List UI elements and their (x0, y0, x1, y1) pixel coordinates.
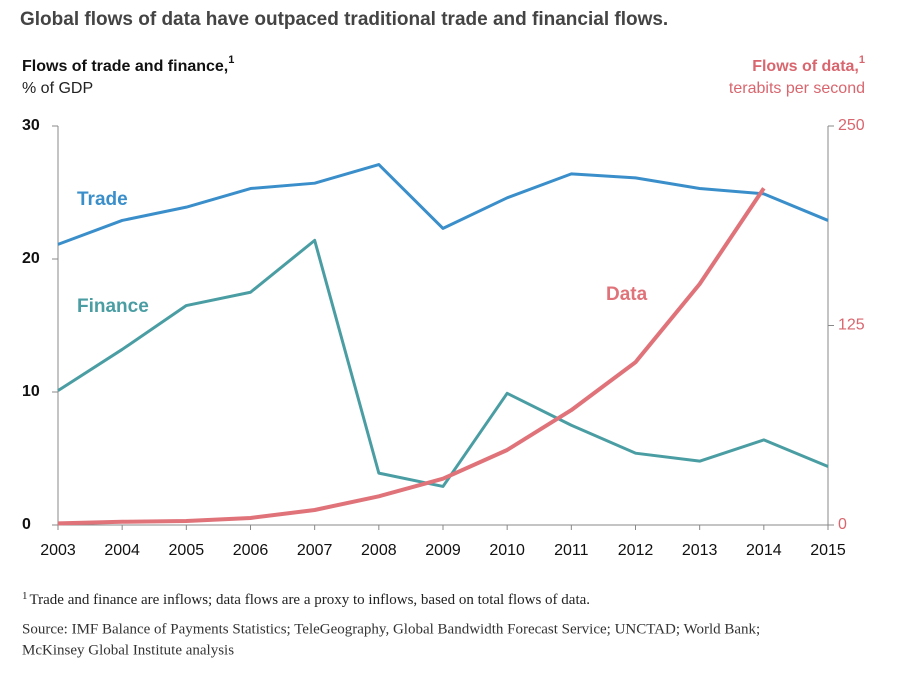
x-tick-label: 2010 (489, 542, 525, 559)
footnote: 1 Trade and finance are inflows; data flo… (22, 590, 590, 609)
x-tick-label: 2005 (169, 542, 205, 559)
x-tick-label: 2008 (361, 542, 397, 559)
series-label: Finance (77, 296, 149, 317)
x-tick-label: 2009 (425, 542, 461, 559)
y2-axis-unit: terabits per second (729, 80, 865, 97)
x-tick-label: 2006 (233, 542, 269, 559)
y-axis-unit: % of GDP (22, 80, 93, 97)
y2-tick-label: 250 (838, 117, 865, 134)
y-tick-label: 30 (22, 117, 40, 134)
x-tick-label: 2015 (810, 542, 846, 559)
y2-tick-label: 0 (838, 516, 847, 533)
y2-label-note: 1 (859, 54, 865, 66)
series-label: Data (606, 284, 648, 305)
y2-label: Flows of data, (752, 58, 859, 75)
x-tick-label: 2003 (40, 542, 76, 559)
y-tick-label: 10 (22, 383, 40, 400)
footnote-mark: 1 (22, 590, 28, 602)
x-tick-label: 2007 (297, 542, 333, 559)
series-line (57, 238, 829, 488)
y-label-note: 1 (228, 54, 234, 66)
series-line (57, 187, 766, 526)
y-label: Flows of trade and finance, (22, 58, 228, 75)
y2-axis-title: Flows of data,1 (752, 54, 865, 75)
x-tick-label: 2013 (682, 542, 718, 559)
y-axis-title: Flows of trade and finance,1 (22, 54, 234, 75)
x-tick-label: 2012 (618, 542, 654, 559)
chart-title: Global flows of data have outpaced tradi… (20, 9, 668, 30)
source: Source: IMF Balance of Payments Statisti… (22, 621, 760, 637)
series-line (57, 163, 829, 246)
y2-tick-label: 125 (838, 317, 865, 334)
source: McKinsey Global Institute analysis (22, 642, 234, 658)
series-label: Trade (77, 189, 128, 210)
x-tick-label: 2014 (746, 542, 782, 559)
y-tick-label: 20 (22, 250, 40, 267)
x-tick-label: 2011 (554, 542, 589, 559)
y-tick-label: 0 (22, 516, 31, 533)
footnote-text: Trade and finance are inflows; data flow… (30, 592, 591, 608)
x-tick-label: 2004 (104, 542, 140, 559)
